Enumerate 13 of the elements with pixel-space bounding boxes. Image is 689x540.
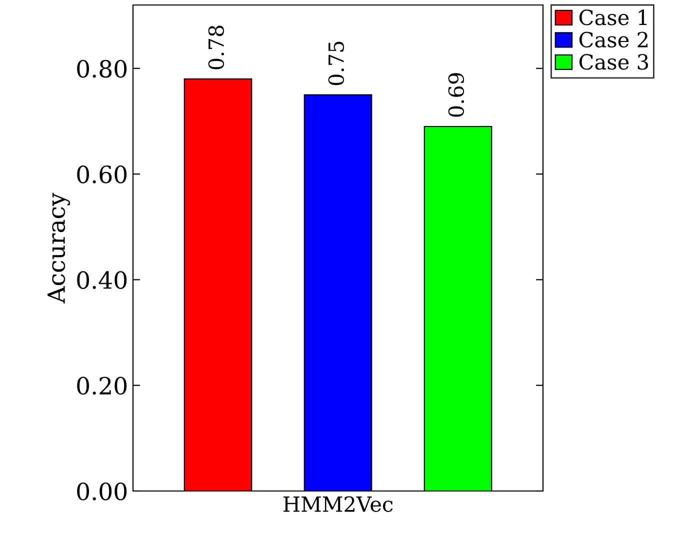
legend-label: Case 2 [579, 32, 648, 48]
y-tick-label: 0.40 [77, 271, 127, 289]
y-tick-label: 0.00 [77, 482, 127, 500]
y-tick-label: 0.20 [77, 376, 127, 395]
legend-label: Case 3 [579, 54, 648, 70]
y-tick-label: 0.80 [77, 60, 127, 78]
legend-label: Case 1 [579, 10, 647, 26]
x-tick-label: HMM2Vec [284, 496, 393, 512]
data-label: 0.75 [328, 42, 344, 86]
y-tick-label: 0.60 [77, 165, 127, 184]
data-label: 0.78 [208, 26, 224, 70]
y-axis-title: Accuracy [48, 192, 70, 304]
data-label: 0.69 [448, 73, 464, 117]
